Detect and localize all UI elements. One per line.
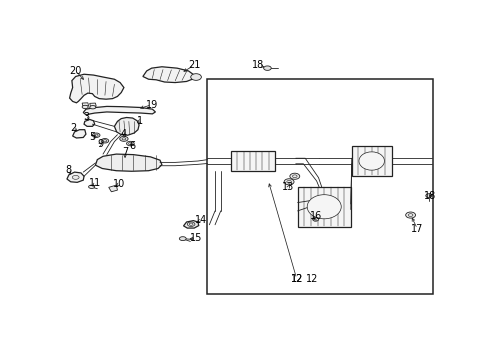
Text: 12: 12 — [291, 274, 303, 284]
Text: 1: 1 — [137, 116, 143, 126]
Ellipse shape — [72, 175, 79, 179]
Text: 5: 5 — [89, 132, 96, 143]
Text: 10: 10 — [113, 179, 125, 189]
Text: 2: 2 — [70, 123, 76, 133]
Text: 8: 8 — [65, 165, 71, 175]
Ellipse shape — [122, 138, 126, 140]
Ellipse shape — [406, 212, 416, 218]
Text: 16: 16 — [310, 211, 322, 221]
Ellipse shape — [82, 105, 88, 109]
Polygon shape — [352, 146, 392, 176]
Text: 14: 14 — [195, 215, 207, 225]
Ellipse shape — [359, 152, 385, 170]
Polygon shape — [90, 103, 96, 107]
Text: 11: 11 — [89, 179, 101, 189]
Text: 13: 13 — [282, 183, 294, 192]
Ellipse shape — [128, 143, 132, 145]
Polygon shape — [297, 186, 351, 227]
Ellipse shape — [120, 136, 128, 141]
Text: 15: 15 — [190, 233, 202, 243]
Text: 17: 17 — [411, 224, 424, 234]
Ellipse shape — [103, 140, 107, 142]
Ellipse shape — [290, 173, 300, 179]
Text: 18: 18 — [252, 60, 264, 70]
Polygon shape — [83, 107, 155, 115]
Text: 7: 7 — [122, 147, 128, 157]
Ellipse shape — [314, 219, 317, 221]
Ellipse shape — [426, 194, 432, 198]
Ellipse shape — [126, 141, 134, 146]
Bar — [207, 79, 433, 294]
Ellipse shape — [93, 133, 100, 138]
Text: 12: 12 — [306, 274, 318, 284]
Polygon shape — [143, 67, 194, 82]
Text: 9: 9 — [98, 139, 103, 149]
Ellipse shape — [313, 217, 318, 221]
Polygon shape — [73, 130, 86, 138]
Polygon shape — [115, 117, 139, 135]
Ellipse shape — [287, 180, 292, 183]
Text: 19: 19 — [146, 100, 158, 110]
Text: 20: 20 — [70, 66, 82, 76]
Ellipse shape — [408, 214, 413, 216]
Polygon shape — [82, 103, 89, 106]
Polygon shape — [70, 74, 124, 103]
Polygon shape — [96, 154, 162, 171]
Ellipse shape — [179, 237, 186, 240]
Text: 6: 6 — [129, 141, 136, 151]
Polygon shape — [67, 172, 84, 183]
Text: 12: 12 — [291, 274, 303, 284]
Ellipse shape — [90, 105, 96, 109]
Ellipse shape — [293, 175, 297, 177]
Ellipse shape — [189, 223, 193, 225]
Ellipse shape — [264, 66, 271, 70]
Polygon shape — [84, 120, 95, 126]
Ellipse shape — [89, 185, 95, 188]
Text: 3: 3 — [83, 112, 89, 122]
Polygon shape — [184, 221, 199, 228]
Ellipse shape — [94, 134, 98, 136]
Ellipse shape — [191, 74, 201, 80]
Ellipse shape — [284, 179, 294, 185]
Ellipse shape — [307, 195, 341, 219]
Text: 4: 4 — [121, 129, 126, 139]
Ellipse shape — [101, 139, 109, 143]
Polygon shape — [109, 185, 118, 192]
Polygon shape — [231, 151, 275, 171]
Text: 21: 21 — [188, 60, 200, 70]
Text: 18: 18 — [424, 191, 437, 201]
